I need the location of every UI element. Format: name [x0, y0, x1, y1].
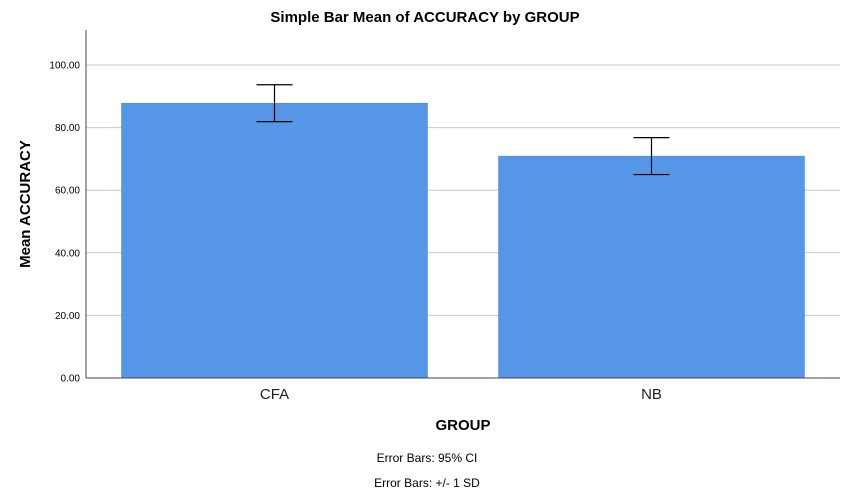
axes: [85, 30, 840, 379]
error-bars-note-sd: Error Bars: +/- 1 SD: [374, 476, 480, 490]
y-tick-label-2: 40.00: [55, 248, 80, 259]
y-tick-label-3: 60.00: [55, 186, 80, 197]
bar-nb: [498, 155, 805, 379]
bar-cfa: [121, 102, 428, 379]
x-category-labels: CFA NB: [260, 386, 662, 403]
error-bar-nb: [633, 137, 670, 176]
y-tick-labels: 0.00 20.00 40.00 60.00 80.00 100.00: [49, 61, 80, 385]
bars: [121, 102, 805, 379]
y-axis-title: Mean ACCURACY: [17, 140, 34, 268]
chart-title: Simple Bar Mean of ACCURACY by GROUP: [270, 9, 579, 26]
y-tick-label-1: 20.00: [55, 311, 80, 322]
x-category-label-cfa: CFA: [260, 386, 289, 403]
x-axis-title: GROUP: [435, 417, 490, 434]
y-tick-label-4: 80.00: [55, 123, 80, 134]
y-tick-label-0: 0.00: [61, 374, 81, 385]
x-category-label-nb: NB: [641, 386, 662, 403]
error-bars-note-ci: Error Bars: 95% CI: [377, 451, 478, 465]
error-bars: [256, 84, 670, 176]
y-tick-label-5: 100.00: [49, 61, 80, 72]
error-bar-cfa: [256, 84, 293, 123]
